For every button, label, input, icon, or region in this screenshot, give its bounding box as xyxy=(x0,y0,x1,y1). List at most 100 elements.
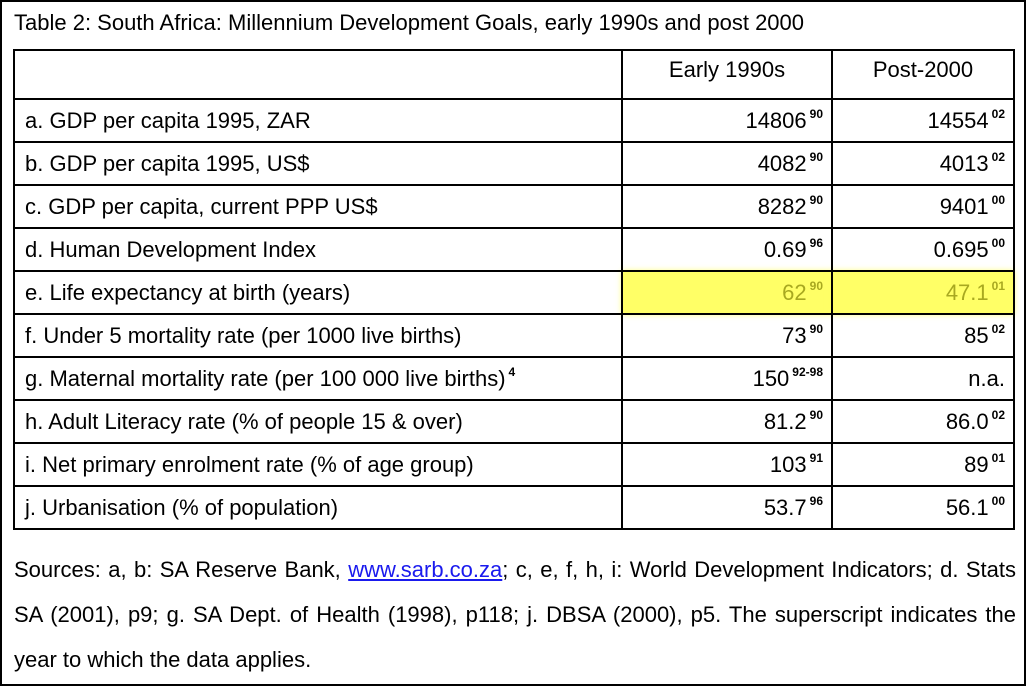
label-text: g. Maternal mortality rate (per 100 000 … xyxy=(25,366,506,391)
value: 73 xyxy=(782,323,807,348)
table-row: h. Adult Literacy rate (% of people 15 &… xyxy=(13,399,1015,444)
header-row: Early 1990s Post-2000 xyxy=(13,49,1015,100)
value: 86.0 xyxy=(945,409,989,434)
value: 4013 xyxy=(939,151,989,176)
value-cell: 14806 90 xyxy=(621,98,833,143)
year-superscript: 90 xyxy=(809,408,823,422)
value: 0.695 xyxy=(933,237,989,262)
table-row: b. GDP per capita 1995, US$ 4082 90 4013 02 xyxy=(13,141,1015,186)
value-cell: n.a. xyxy=(831,356,1015,401)
label-text: j. Urbanisation (% of population) xyxy=(25,494,339,520)
value-cell: 8282 90 xyxy=(621,184,833,229)
value-cell: 47.1 01 xyxy=(831,270,1015,315)
value: 103 xyxy=(769,452,807,477)
header-cell: Post-2000 xyxy=(831,49,1015,100)
sources-link[interactable]: www.sarb.co.za xyxy=(348,557,503,582)
value-cell: 53.7 96 xyxy=(621,485,833,530)
table-row: f. Under 5 mortality rate (per 1000 live… xyxy=(13,313,1015,358)
year-superscript: 96 xyxy=(809,236,823,250)
header-cell xyxy=(13,49,623,100)
year-superscript: 90 xyxy=(809,279,823,293)
value-cell: 14554 02 xyxy=(831,98,1015,143)
year-superscript: 00 xyxy=(991,494,1005,508)
table-row: c. GDP per capita, current PPP US$ 8282 90… xyxy=(13,184,1015,229)
year-superscript: 01 xyxy=(991,451,1005,465)
year-superscript: 02 xyxy=(991,150,1005,164)
year-superscript: 01 xyxy=(991,279,1005,293)
row-label: a. GDP per capita 1995, ZAR xyxy=(13,98,623,143)
year-superscript: 02 xyxy=(991,322,1005,336)
row-label: b. GDP per capita 1995, US$ xyxy=(13,141,623,186)
year-superscript: 92-98 xyxy=(792,365,823,379)
value-cell: 56.1 00 xyxy=(831,485,1015,530)
value: 89 xyxy=(964,452,989,477)
label-text: c. GDP per capita, current PPP US$ xyxy=(25,193,378,219)
table: Early 1990s Post-2000 a. GDP per capita 19… xyxy=(13,49,1015,530)
year-superscript: 91 xyxy=(809,451,823,465)
header-cell: Early 1990s xyxy=(621,49,833,100)
year-superscript: 90 xyxy=(809,322,823,336)
value-cell: 150 92-98 xyxy=(621,356,833,401)
label-text: a. GDP per capita 1995, ZAR xyxy=(25,107,311,133)
year-superscript: 02 xyxy=(991,408,1005,422)
label-text: h. Adult Literacy rate (% of people 15 &… xyxy=(25,408,463,434)
value-cell: 73 90 xyxy=(621,313,833,358)
value: 85 xyxy=(964,323,989,348)
value-cell: 0.695 00 xyxy=(831,227,1015,272)
value-cell: 89 01 xyxy=(831,442,1015,487)
table-row: g. Maternal mortality rate (per 100 000 … xyxy=(13,356,1015,401)
row-label: d. Human Development Index xyxy=(13,227,623,272)
year-superscript: 00 xyxy=(991,193,1005,207)
year-superscript: 90 xyxy=(809,107,823,121)
label-text: e. Life expectancy at birth (years) xyxy=(25,279,351,305)
value-cell: 81.2 90 xyxy=(621,399,833,444)
value: 0.69 xyxy=(763,237,807,262)
value-cell: 9401 00 xyxy=(831,184,1015,229)
table-row: i. Net primary enrolment rate (% of age … xyxy=(13,442,1015,487)
year-superscript: 90 xyxy=(809,193,823,207)
value-cell: 103 91 xyxy=(621,442,833,487)
label-text: d. Human Development Index xyxy=(25,236,317,262)
sources-note: Sources: a, b: SA Reserve Bank, www.sarb… xyxy=(14,547,1016,682)
value: 56.1 xyxy=(945,495,989,520)
value: 150 xyxy=(752,366,790,391)
table-title: Table 2: South Africa: Millennium Develo… xyxy=(14,10,805,35)
value-cell: 4082 90 xyxy=(621,141,833,186)
sources-text: Sources: a, b: SA Reserve Bank, xyxy=(14,557,349,582)
footnote-mark: 4 xyxy=(508,365,516,379)
row-label: f. Under 5 mortality rate (per 1000 live… xyxy=(13,313,623,358)
value: 14554 xyxy=(927,108,989,133)
value: 8282 xyxy=(757,194,807,219)
value: 81.2 xyxy=(763,409,807,434)
value: n.a. xyxy=(968,365,1005,391)
row-label: e. Life expectancy at birth (years) xyxy=(13,270,623,315)
label-text: i. Net primary enrolment rate (% of age … xyxy=(25,451,474,477)
row-label: j. Urbanisation (% of population) xyxy=(13,485,623,530)
year-superscript: 90 xyxy=(809,150,823,164)
label-text: b. GDP per capita 1995, US$ xyxy=(25,150,310,176)
value-cell: 62 90 xyxy=(621,270,833,315)
table-row: j. Urbanisation (% of population) 53.7 96 5… xyxy=(13,485,1015,530)
value-cell: 85 02 xyxy=(831,313,1015,358)
row-label: i. Net primary enrolment rate (% of age … xyxy=(13,442,623,487)
year-superscript: 96 xyxy=(809,494,823,508)
value-cell: 4013 02 xyxy=(831,141,1015,186)
row-label: c. GDP per capita, current PPP US$ xyxy=(13,184,623,229)
year-superscript: 02 xyxy=(991,107,1005,121)
sources-text: ; c, e, f, h, i: World Development Indic… xyxy=(14,557,1017,672)
value-cell: 86.0 02 xyxy=(831,399,1015,444)
label-text: f. Under 5 mortality rate (per 1000 live… xyxy=(25,322,462,348)
value: 4082 xyxy=(757,151,807,176)
table-row: d. Human Development Index 0.69 96 0.695 00 xyxy=(13,227,1015,272)
year-superscript: 00 xyxy=(991,236,1005,250)
value: 53.7 xyxy=(763,495,807,520)
row-label: h. Adult Literacy rate (% of people 15 &… xyxy=(13,399,623,444)
value: 62 xyxy=(782,280,807,305)
row-label: g. Maternal mortality rate (per 100 000 … xyxy=(13,356,623,401)
value: 14806 xyxy=(745,108,807,133)
table-row: e. Life expectancy at birth (years) 62 90 4… xyxy=(13,270,1015,315)
value: 47.1 xyxy=(945,280,989,305)
table-row: a. GDP per capita 1995, ZAR 14806 90 14554 0… xyxy=(13,98,1015,143)
value: 9401 xyxy=(939,194,989,219)
